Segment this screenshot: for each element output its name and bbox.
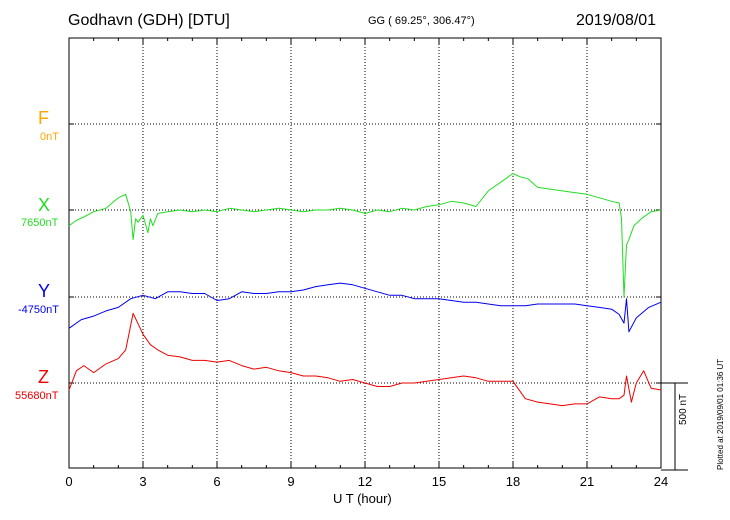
plot-frame	[68, 37, 662, 469]
x-tick-label: 21	[579, 474, 595, 489]
x-axis-label: U T (hour)	[333, 491, 392, 506]
component-label-y: Y	[38, 281, 51, 301]
baseline-label-f: 0nT	[40, 131, 59, 143]
component-label-z: Z	[38, 367, 49, 387]
series-line-y	[68, 282, 662, 333]
baseline-label-y: -4750nT	[18, 304, 59, 316]
x-tick-label: 0	[65, 474, 73, 489]
scale-bar-label: 500 nT	[678, 393, 689, 425]
baseline-label-z: 55680nT	[15, 390, 59, 402]
component-label-f: F	[38, 108, 49, 128]
x-tick-label: 3	[139, 474, 147, 489]
x-tick-label: 6	[213, 474, 221, 489]
x-tick-label: 18	[505, 474, 521, 489]
x-tick-label: 15	[431, 474, 447, 489]
plotted-timestamp: Plotted at 2019/09/01 01:36 UT	[716, 358, 725, 470]
x-tick-label: 9	[287, 474, 295, 489]
x-tick-label: 12	[357, 474, 373, 489]
series-line-z	[68, 312, 662, 407]
component-label-x: X	[38, 195, 51, 215]
baseline-label-x: 7650nT	[21, 217, 59, 229]
station-title: Godhavn (GDH) [DTU]	[68, 12, 230, 29]
station-coordinates: GG ( 69.25°, 306.47°)	[368, 15, 475, 27]
series-line-x	[68, 173, 662, 298]
x-tick-label: 24	[653, 474, 669, 489]
plot-date: 2019/08/01	[576, 12, 657, 29]
